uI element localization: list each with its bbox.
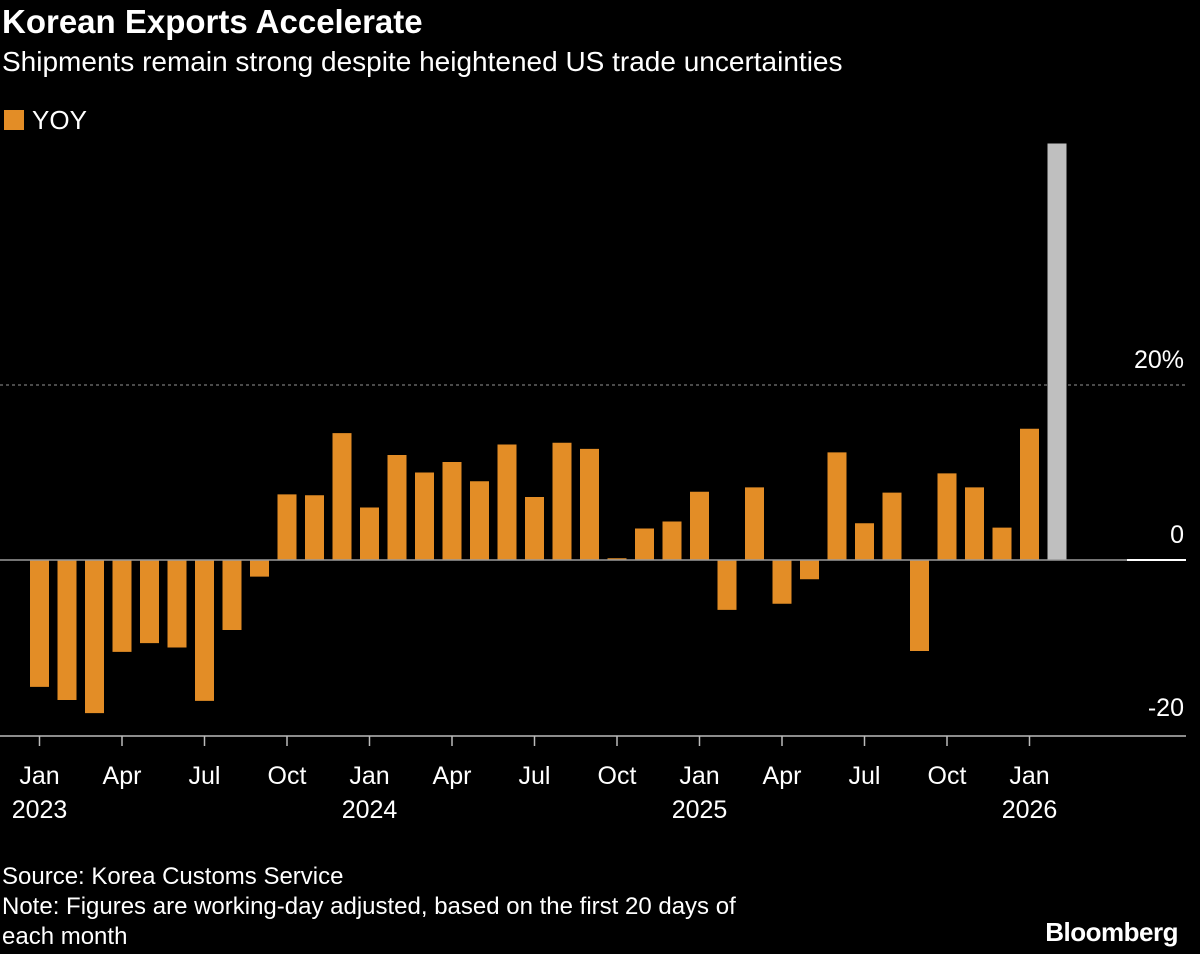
x-tick-label-month: Apr — [763, 762, 802, 790]
x-tick-label-month: Jul — [519, 762, 551, 790]
x-tick-label-month: Jan — [679, 762, 719, 790]
x-tick-label-month: Jul — [189, 762, 221, 790]
x-tick-label-month: Oct — [928, 762, 967, 790]
bar — [552, 442, 572, 560]
bar — [827, 452, 847, 560]
x-tick-label-year: 2023 — [12, 796, 68, 824]
bar — [690, 491, 709, 560]
bar — [910, 560, 929, 651]
bar — [497, 444, 517, 560]
x-tick-label-month: Oct — [268, 762, 307, 790]
x-tick-label-year: 2024 — [342, 796, 398, 824]
source-text: Source: Korea Customs Service — [2, 863, 344, 890]
y-tick-label: -20 — [1148, 694, 1184, 722]
bar — [360, 507, 379, 560]
bar — [222, 560, 242, 630]
x-tick-label-month: Jan — [349, 762, 389, 790]
bar — [745, 487, 764, 560]
y-tick-label: 20% — [1134, 346, 1184, 374]
bar — [937, 473, 957, 560]
bar — [305, 495, 324, 560]
bar — [250, 560, 269, 577]
bar — [607, 558, 627, 560]
x-tick-label-year: 2025 — [672, 796, 728, 824]
bar — [30, 560, 49, 687]
bar — [800, 560, 819, 580]
y-tick-label: 0 — [1170, 521, 1184, 549]
bar — [415, 472, 434, 560]
bar — [525, 497, 544, 560]
axis-layer: 20% 0 -20 Jan 2023 Apr Jul Oct Jan 2024 Apr Jul Oct J… — [0, 346, 1186, 824]
bar — [662, 521, 682, 560]
bar — [1020, 428, 1039, 560]
legend-swatch — [4, 110, 24, 130]
bar — [882, 492, 902, 560]
note-text-line1: Note: Figures are working-day adjusted, … — [2, 893, 736, 920]
bar — [992, 527, 1012, 560]
bar — [387, 455, 407, 560]
chart-title: Korean Exports Accelerate — [2, 3, 423, 40]
chart-legend: YOY — [4, 104, 87, 136]
bar — [112, 560, 132, 652]
bar — [140, 560, 159, 644]
x-tick-label-month: Jul — [849, 762, 881, 790]
bar — [772, 560, 792, 604]
x-tick-label-month: Apr — [433, 762, 472, 790]
bar — [277, 494, 297, 560]
bar — [855, 523, 874, 560]
x-tick-label-month: Oct — [598, 762, 637, 790]
bar — [85, 560, 104, 714]
note-text-line2: each month — [2, 923, 128, 950]
bar — [580, 448, 599, 560]
x-tick-label-month: Jan — [1009, 762, 1049, 790]
bar — [57, 560, 77, 700]
bar — [470, 481, 489, 560]
bar — [195, 560, 214, 701]
bars-layer — [30, 143, 1067, 714]
bar — [965, 487, 984, 560]
x-tick-label-month: Apr — [103, 762, 142, 790]
bar — [167, 560, 187, 648]
highlight-bar — [1047, 143, 1067, 560]
bloomberg-logo: Bloomberg — [1045, 917, 1178, 947]
x-tick-label-month: Jan — [19, 762, 59, 790]
bar — [442, 462, 462, 560]
legend-label: YOY — [32, 105, 87, 135]
x-tick-label-year: 2026 — [1002, 796, 1058, 824]
chart-subtitle: Shipments remain strong despite heighten… — [2, 46, 843, 77]
bar — [717, 560, 737, 610]
bar — [332, 433, 352, 560]
bar — [635, 528, 654, 560]
